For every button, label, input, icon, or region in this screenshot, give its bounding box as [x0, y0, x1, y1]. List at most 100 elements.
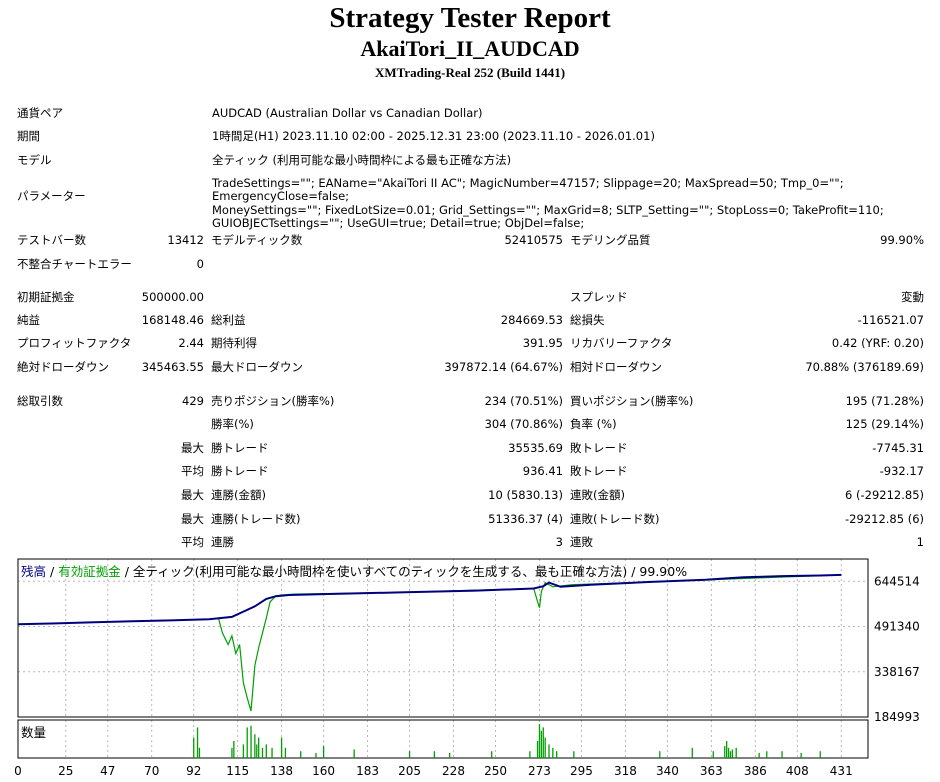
period-label: 期間 — [17, 129, 40, 143]
max-dd-label: 最大ドローダウン — [211, 360, 303, 374]
max-consec-profit-label: 連勝(トレード数) — [211, 512, 301, 526]
symbol-label: 通貨ペア — [17, 106, 63, 120]
report-subtitle: AkaiTori_II_AUDCAD — [360, 36, 580, 61]
expected-value: 391.95 — [522, 336, 563, 350]
max-word: 最大 — [181, 512, 204, 526]
spread-value: 変動 — [901, 290, 924, 304]
x-tick-label: 70 — [144, 764, 159, 778]
net-label: 純益 — [17, 313, 40, 327]
largest-loss-value: -7745.31 — [872, 441, 924, 455]
gross-profit-label: 総利益 — [211, 313, 246, 327]
max-word: 最大 — [181, 488, 204, 502]
x-tick-label: 273 — [528, 764, 551, 778]
balance-series-line — [17, 573, 842, 626]
volume-plot-frame — [17, 719, 869, 759]
x-tick-label: 318 — [614, 764, 637, 778]
x-tick-label: 386 — [744, 764, 767, 778]
max-consec-lossamt-label: 連敗(トレード数) — [570, 512, 660, 526]
legend-separator: / — [50, 564, 55, 579]
max-consec-win-value: 10 (5830.13) — [488, 488, 563, 502]
recovery-label: リカバリーファクタ — [570, 336, 673, 350]
max-consec-lossamt-value: -29212.85 (6) — [845, 512, 924, 526]
model-value: 全ティック (利用可能な最小時間枠による最も正確な方法) — [212, 153, 512, 167]
rel-dd-label: 相対ドローダウン — [570, 360, 662, 374]
equity-chart-svg: 残高 / 有効証拠金 / 全ティック(利用可能な最小時間枠を使いすべてのティック… — [14, 558, 920, 778]
x-tick-label: 183 — [356, 764, 379, 778]
pf-label: プロフィットファクタ — [17, 336, 132, 350]
long-label: 買いポジション(勝率%) — [570, 394, 694, 408]
legend-balance: 残高 — [21, 564, 46, 579]
max-consec-loss-label: 連敗(金額) — [570, 488, 625, 502]
params-label: パラメーター — [17, 189, 86, 203]
win-rate-label: 勝率(%) — [211, 417, 254, 431]
pf-value: 2.44 — [178, 336, 204, 350]
net-value: 168148.46 — [141, 313, 204, 327]
long-value: 195 (71.28%) — [845, 394, 924, 408]
y-tick-label: 184993 — [874, 710, 920, 724]
mismatch-value: 0 — [196, 257, 204, 271]
bars-value: 13412 — [167, 233, 204, 247]
gross-loss-label: 総損失 — [570, 313, 605, 327]
symbol-value: AUDCAD (Australian Dollar vs Canadian Do… — [212, 106, 483, 120]
short-label: 売りポジション(勝率%) — [211, 394, 335, 408]
y-tick-label: 338167 — [874, 665, 920, 679]
legend-rest: / 全ティック(利用可能な最小時間枠を使いすべてのティックを生成する、最も正確な… — [125, 564, 688, 579]
avg-word: 平均 — [181, 535, 204, 549]
loss-rate-value: 125 (29.14%) — [845, 417, 924, 431]
params-value: TradeSettings=""; EAName="AkaiTori II AC… — [212, 176, 932, 231]
max-consec-profit-value: 51336.37 (4) — [488, 512, 563, 526]
quality-label: モデリング品質 — [570, 233, 651, 247]
x-tick-label: 363 — [700, 764, 723, 778]
params-line: GUIOBJECTsettings=""; UseGUI=true; Detai… — [212, 216, 585, 231]
abs-dd-value: 345463.55 — [141, 360, 204, 374]
total-trades-value: 429 — [182, 394, 204, 408]
x-tick-label: 205 — [398, 764, 421, 778]
ticks-value: 52410575 — [504, 233, 563, 247]
x-tick-label: 431 — [830, 764, 853, 778]
gross-loss-value: -116521.07 — [857, 313, 924, 327]
params-line: MoneySettings=""; FixedLotSize=0.01; Gri… — [212, 202, 884, 217]
largest-win-value: 35535.69 — [508, 441, 563, 455]
max-consec-win-label: 連勝(金額) — [211, 488, 266, 502]
x-tick-label: 0 — [14, 764, 22, 778]
period-value: 1時間足(H1) 2023.11.10 02:00 - 2025.12.31 2… — [212, 129, 655, 143]
x-tick-label: 228 — [442, 764, 465, 778]
bars-label: テストバー数 — [17, 233, 86, 247]
max-consec-loss-value: 6 (-29212.85) — [845, 488, 924, 502]
volume-label: 数量 — [21, 725, 46, 740]
largest-loss-label: 敗トレード — [570, 441, 628, 455]
avg-word: 平均 — [181, 464, 204, 478]
equity-series-line — [17, 574, 842, 712]
x-tick-label: 92 — [186, 764, 201, 778]
x-tick-label: 160 — [312, 764, 335, 778]
loss-rate-label: 負率 (%) — [570, 417, 617, 431]
x-tick-label: 138 — [270, 764, 293, 778]
quality-value: 99.90% — [880, 233, 924, 247]
legend-equity: 有効証拠金 — [58, 564, 121, 579]
avg-win-value: 936.41 — [522, 464, 563, 478]
total-trades-label: 総取引数 — [17, 394, 63, 408]
x-tick-label: 25 — [58, 764, 73, 778]
max-dd-value: 397872.14 (64.67%) — [444, 360, 563, 374]
win-rate-value: 304 (70.86%) — [484, 417, 563, 431]
avg-loss-value: -932.17 — [879, 464, 924, 478]
x-tick-label: 250 — [484, 764, 507, 778]
avg-consec-win-value: 3 — [555, 535, 563, 549]
deposit-value: 500000.00 — [141, 290, 204, 304]
recovery-value: 0.42 (YRF: 0.20) — [831, 336, 924, 350]
x-tick-label: 47 — [100, 764, 115, 778]
main-plot-frame — [17, 558, 869, 718]
x-tick-label: 295 — [570, 764, 593, 778]
short-value: 234 (70.51%) — [484, 394, 563, 408]
y-tick-label: 644514 — [874, 574, 920, 588]
mismatch-label: 不整合チャートエラー — [17, 257, 132, 271]
report-build: XMTrading-Real 252 (Build 1441) — [374, 65, 566, 80]
x-tick-label: 408 — [786, 764, 809, 778]
params-line: TradeSettings=""; EAName="AkaiTori II AC… — [212, 176, 844, 204]
spread-label: スプレッド — [570, 290, 628, 304]
expected-label: 期待利得 — [211, 336, 257, 350]
deposit-label: 初期証拠金 — [17, 290, 75, 304]
rel-dd-value: 70.88% (376189.69) — [805, 360, 924, 374]
max-word: 最大 — [181, 441, 204, 455]
equity-chart: 残高 / 有効証拠金 / 全ティック(利用可能な最小時間枠を使いすべてのティック… — [0, 556, 940, 778]
